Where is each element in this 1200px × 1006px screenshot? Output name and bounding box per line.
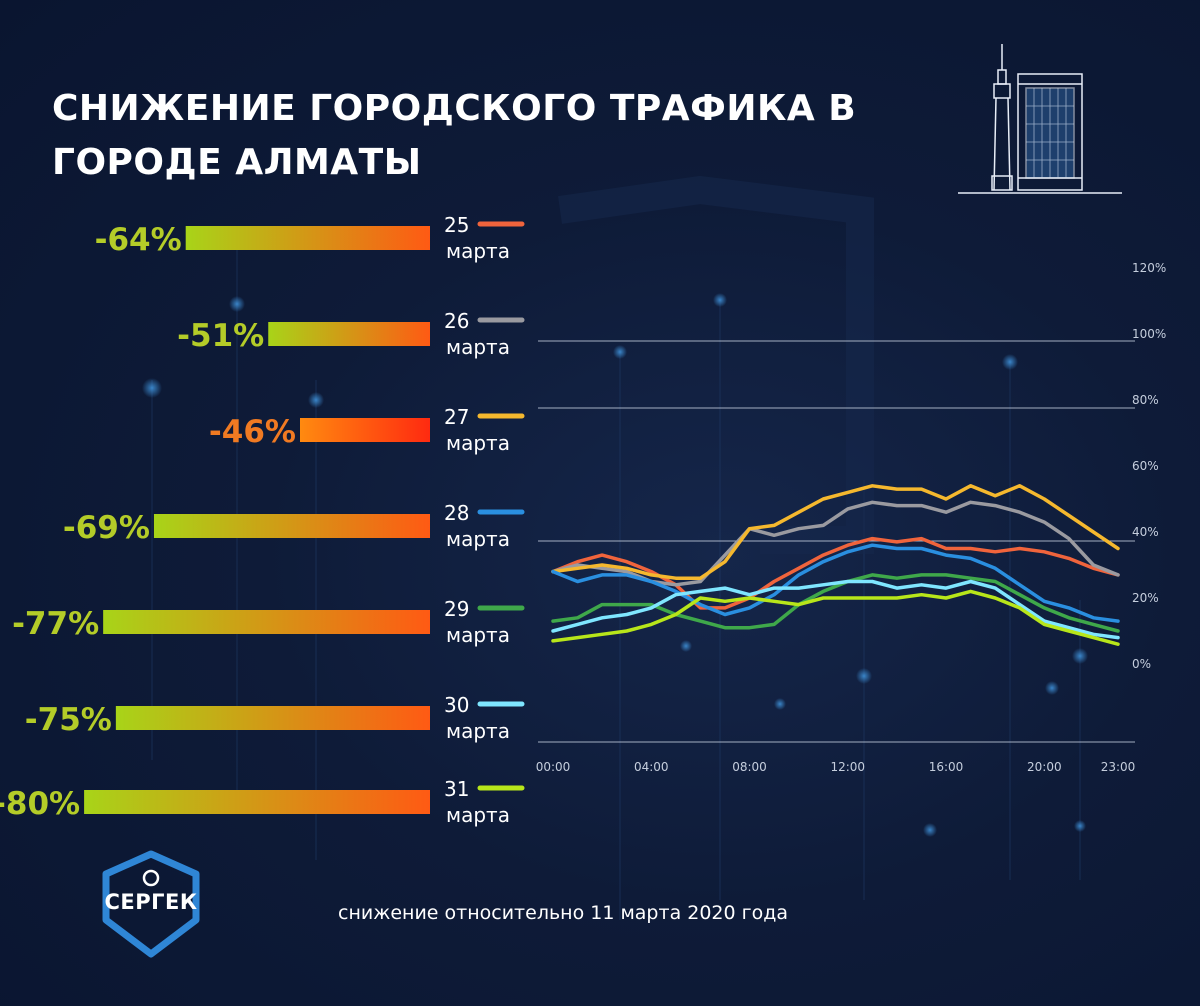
y-tick-label: 20% [1132,591,1159,605]
bar-value-label: -77% [12,606,99,642]
legend-month: марта [446,335,510,359]
bar-value-label: -46% [209,414,296,450]
legend-day: 25 [444,213,469,237]
bar-value-label: -69% [63,510,150,546]
bar-value-label: -51% [177,318,264,354]
x-tick-label: 00:00 [536,760,571,774]
series-line [551,573,1120,633]
series-line [551,536,1120,610]
x-tick-label: 04:00 [634,760,669,774]
legend-day: 30 [444,693,469,717]
bar-30 [115,706,430,730]
legend-month: марта [446,623,510,647]
legend-day: 28 [444,501,469,525]
logo-text: СЕРГЕК [104,890,198,914]
legend-month: марта [446,803,510,827]
bar-26 [268,322,430,346]
legend-month: марта [446,431,510,455]
series-line [551,484,1120,580]
y-tick-label: 100% [1132,327,1166,341]
series-line [551,543,1120,623]
y-tick-label: 60% [1132,459,1159,473]
bar-value-label: -75% [25,702,112,738]
x-tick-label: 16:00 [929,760,964,774]
sergek-logo [102,850,200,958]
series-line [551,589,1120,646]
x-tick-label: 12:00 [830,760,865,774]
footnote: снижение относительно 11 марта 2020 года [338,902,789,924]
y-tick-label: 0% [1132,657,1151,671]
legend-day: 31 [444,777,469,801]
bar-value-label: -80% [0,786,80,822]
y-tick-label: 80% [1132,393,1159,407]
bar-28 [153,514,430,538]
building-illustration [958,44,1122,194]
x-tick-label: 23:00 [1101,760,1136,774]
legend-month: марта [446,527,510,551]
legend-day: 29 [444,597,469,621]
bar-27 [300,418,430,442]
bar-29 [103,610,431,634]
legend-month: марта [446,719,510,743]
page-title: СНИЖЕНИЕ ГОРОДСКОГО ТРАФИКА В ГОРОДЕ АЛМ… [52,88,857,183]
series-line [551,579,1120,640]
x-tick-label: 20:00 [1027,760,1062,774]
legend-day: 26 [444,309,469,333]
legend-month: марта [446,239,510,263]
legend-day: 27 [444,405,469,429]
y-tick-label: 120% [1132,261,1166,275]
bar-25 [185,226,430,250]
bar-value-label: -64% [95,222,182,258]
y-tick-label: 40% [1132,525,1159,539]
bar-31 [84,790,430,814]
x-tick-label: 08:00 [732,760,767,774]
